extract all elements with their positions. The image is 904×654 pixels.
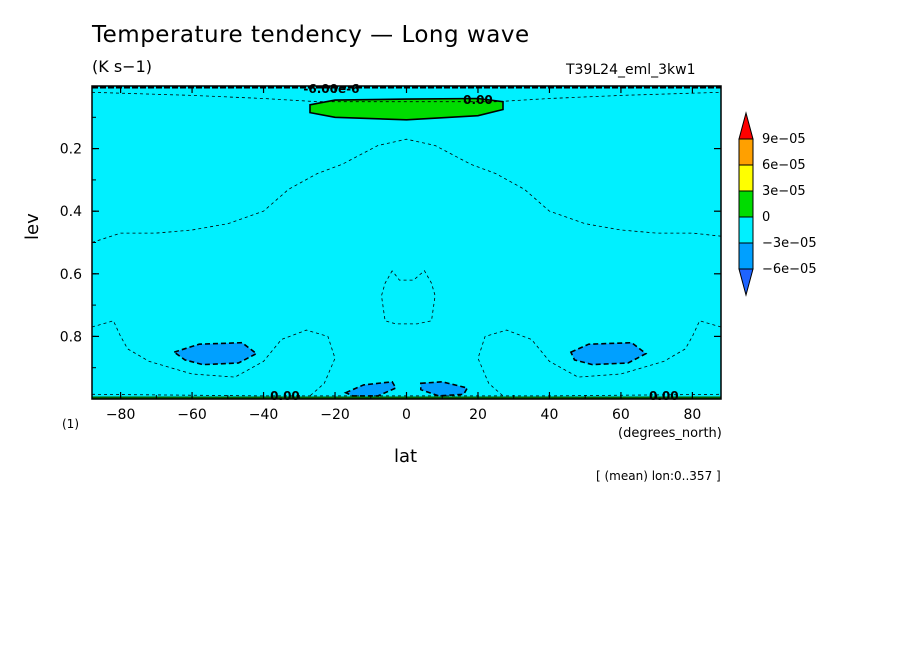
contour-label: 0.00 [463, 93, 493, 107]
region-cooling-north-lower [569, 341, 648, 366]
x-axis-label: lat [394, 446, 418, 467]
x-tick-label: −80 [106, 407, 136, 423]
contour-label: -6.00e-6 [303, 82, 359, 96]
colorbar-bin [738, 216, 754, 244]
x-tick-label: 80 [683, 407, 701, 423]
y-tick-label: 0.4 [60, 204, 82, 220]
x-units-label: (degrees_north) [618, 426, 722, 441]
colorbar-label: 6e−05 [762, 158, 806, 173]
chart-title: Temperature tendency — Long wave [92, 22, 530, 48]
colorbar-label: 0 [762, 210, 770, 225]
y-tick-label: 0.2 [60, 142, 82, 158]
contour-label: 0.00 [649, 389, 679, 403]
panel-label: (1) [62, 417, 79, 431]
x-tick-label: −20 [320, 407, 350, 423]
colorbar-bin [738, 242, 754, 270]
contour-label: 0.00 [270, 389, 300, 403]
x-tick-label: 60 [612, 407, 630, 423]
region-cooling-equator-north [419, 380, 469, 397]
x-tick-label: −60 [177, 407, 207, 423]
contour-near-top [92, 91, 721, 103]
averaging-note: [ (mean) lon:0..357 ] [596, 469, 721, 483]
x-tick-label: 0 [402, 407, 411, 423]
y-tick-label: 0.8 [60, 329, 82, 345]
x-tick-label: 40 [541, 407, 559, 423]
colorbar-label: −6e−05 [762, 262, 817, 277]
contour-north-lower [477, 320, 721, 397]
colorbar-label: 3e−05 [762, 184, 806, 199]
colorbar-bin [738, 164, 754, 192]
colorbar-bin [738, 268, 754, 297]
run-id-label: T39L24_eml_3kw1 [566, 62, 696, 78]
units-label: (K s−1) [92, 57, 152, 76]
colorbar-label: 9e−05 [762, 132, 806, 147]
y-tick-label: 0.6 [60, 267, 82, 283]
contour-south-lower [92, 320, 336, 397]
colorbar-bin [738, 138, 754, 166]
colorbar-bin [738, 190, 754, 218]
contour-upper-level [92, 138, 721, 243]
x-tick-label: −40 [249, 407, 279, 423]
colorbar-label: −3e−05 [762, 236, 817, 251]
region-warming-upper [309, 97, 504, 121]
region-cooling-south-lower [172, 341, 258, 366]
x-tick-label: 20 [469, 407, 487, 423]
colorbar-bin [738, 111, 754, 140]
